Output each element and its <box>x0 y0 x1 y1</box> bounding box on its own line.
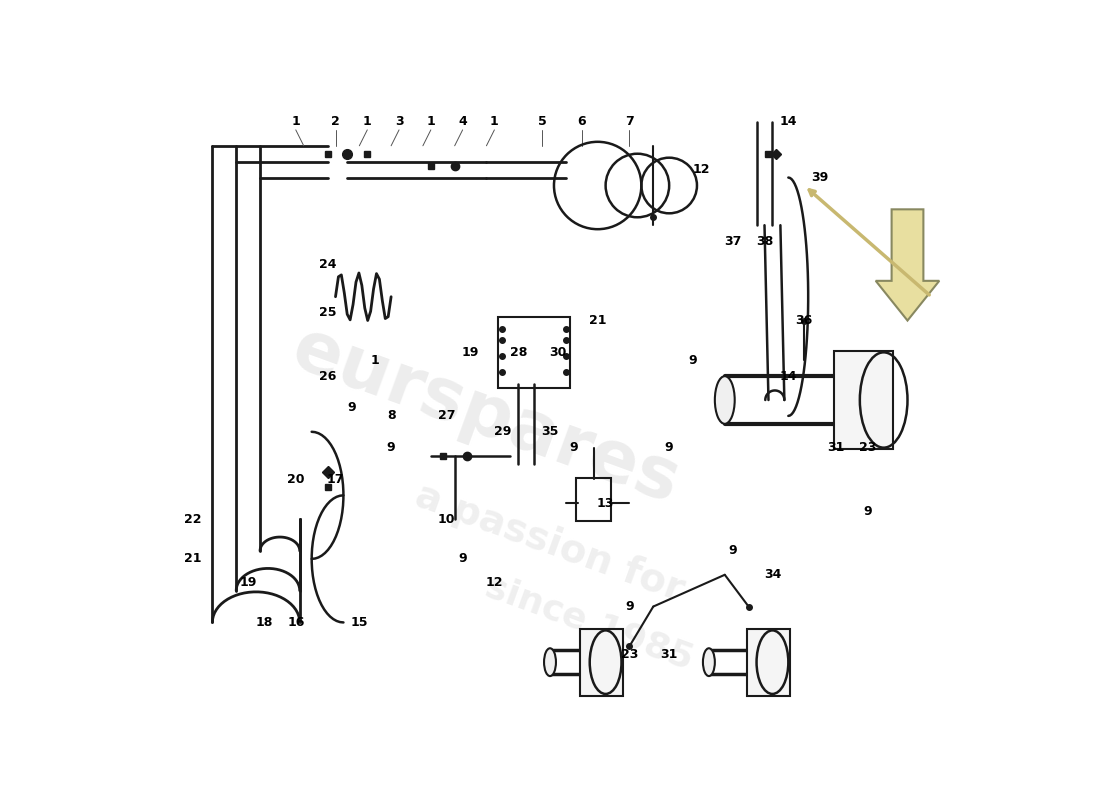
Text: 9: 9 <box>689 354 697 366</box>
Text: 9: 9 <box>625 600 634 613</box>
Text: 12: 12 <box>692 163 710 176</box>
Text: 19: 19 <box>240 576 256 590</box>
Text: 14: 14 <box>780 115 798 129</box>
Polygon shape <box>876 210 939 321</box>
Text: 16: 16 <box>287 616 305 629</box>
Text: eurspares: eurspares <box>284 314 690 518</box>
Text: 25: 25 <box>319 306 337 319</box>
Text: 1: 1 <box>427 115 436 129</box>
Text: 12: 12 <box>485 576 503 590</box>
Ellipse shape <box>703 648 715 676</box>
Text: 9: 9 <box>459 552 466 566</box>
Text: 21: 21 <box>184 552 201 566</box>
Text: 13: 13 <box>597 497 614 510</box>
Text: 27: 27 <box>438 410 455 422</box>
Text: 29: 29 <box>494 426 512 438</box>
FancyBboxPatch shape <box>747 629 790 695</box>
Text: 34: 34 <box>763 568 781 582</box>
Text: 20: 20 <box>287 473 305 486</box>
Text: 9: 9 <box>570 441 579 454</box>
Text: 26: 26 <box>319 370 337 382</box>
Text: 4: 4 <box>459 115 468 129</box>
FancyBboxPatch shape <box>835 350 893 450</box>
Text: 36: 36 <box>795 314 813 327</box>
Text: 28: 28 <box>509 346 527 359</box>
Text: 1: 1 <box>371 354 380 366</box>
Ellipse shape <box>715 376 735 424</box>
Text: 39: 39 <box>812 171 828 184</box>
Text: 18: 18 <box>255 616 273 629</box>
Text: 9: 9 <box>387 441 395 454</box>
Text: a passion for: a passion for <box>410 477 690 610</box>
Text: 14: 14 <box>780 370 798 382</box>
Text: 31: 31 <box>660 648 678 661</box>
Ellipse shape <box>544 648 556 676</box>
Text: 5: 5 <box>538 115 547 129</box>
Text: 21: 21 <box>588 314 606 327</box>
Text: 19: 19 <box>462 346 480 359</box>
Text: 37: 37 <box>724 234 741 248</box>
Text: 15: 15 <box>351 616 369 629</box>
Text: 17: 17 <box>327 473 344 486</box>
Text: 23: 23 <box>620 648 638 661</box>
Text: 9: 9 <box>348 402 355 414</box>
FancyBboxPatch shape <box>580 629 623 695</box>
Text: 38: 38 <box>756 234 773 248</box>
Text: 3: 3 <box>395 115 404 129</box>
Text: 2: 2 <box>331 115 340 129</box>
Text: 9: 9 <box>864 505 872 518</box>
Text: 8: 8 <box>387 410 395 422</box>
Text: 22: 22 <box>184 513 201 526</box>
Text: 30: 30 <box>549 346 566 359</box>
Text: 31: 31 <box>827 441 845 454</box>
Text: 9: 9 <box>728 545 737 558</box>
Text: 35: 35 <box>541 426 559 438</box>
Text: 1: 1 <box>490 115 498 129</box>
Text: 7: 7 <box>625 115 634 129</box>
Text: 24: 24 <box>319 258 337 271</box>
Text: 9: 9 <box>664 441 673 454</box>
Text: 1: 1 <box>363 115 372 129</box>
Text: since 1985: since 1985 <box>481 569 698 676</box>
Text: 23: 23 <box>859 441 877 454</box>
Text: 6: 6 <box>578 115 586 129</box>
Text: 1: 1 <box>292 115 300 129</box>
Text: 10: 10 <box>438 513 455 526</box>
